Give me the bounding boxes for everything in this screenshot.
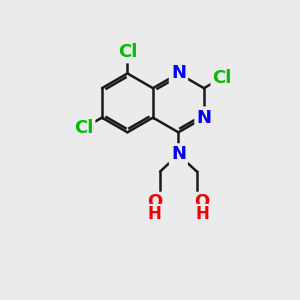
- Text: O: O: [194, 193, 210, 211]
- Text: H: H: [148, 205, 162, 223]
- Text: N: N: [171, 64, 186, 82]
- Text: O: O: [147, 193, 163, 211]
- Text: N: N: [171, 146, 186, 164]
- Text: Cl: Cl: [213, 69, 232, 87]
- Text: Cl: Cl: [118, 43, 137, 61]
- Text: H: H: [195, 205, 209, 223]
- Text: N: N: [196, 109, 211, 127]
- Text: Cl: Cl: [74, 119, 93, 137]
